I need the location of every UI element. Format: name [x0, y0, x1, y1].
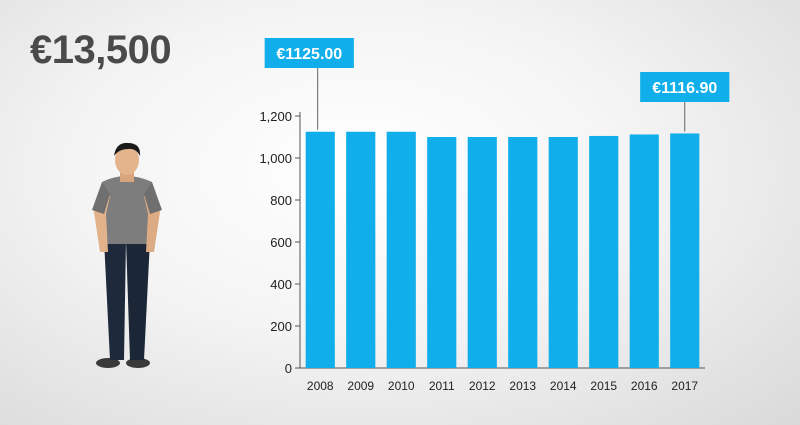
- x-tick-label: 2016: [631, 379, 658, 393]
- standing-man-icon: [92, 142, 162, 368]
- x-tick-label: 2013: [509, 379, 536, 393]
- bar: [589, 135, 619, 368]
- x-tick-label: 2011: [429, 379, 455, 393]
- x-tick-label: 2012: [469, 379, 496, 393]
- y-tick-label: 1,000: [259, 151, 292, 166]
- bar: [305, 131, 335, 368]
- bar: [427, 137, 457, 368]
- value-callouts: €1125.00 €1116.90: [264, 38, 730, 132]
- callout-box: [264, 38, 354, 68]
- x-tick-label: 2017: [671, 379, 698, 393]
- bar: [467, 137, 497, 368]
- y-tick-label: 600: [270, 235, 292, 250]
- y-tick-label: 1,200: [259, 109, 292, 124]
- x-tick-label: 2009: [347, 379, 374, 393]
- y-tick-label: 800: [270, 193, 292, 208]
- bar: [346, 131, 376, 368]
- x-tick-label: 2010: [388, 379, 415, 393]
- y-tick-label: 400: [270, 277, 292, 292]
- bar: [670, 133, 700, 368]
- chart-bars: [305, 131, 700, 368]
- callout-label: €1116.90: [652, 80, 717, 97]
- x-tick-label: 2008: [307, 379, 334, 393]
- bar: [548, 137, 578, 368]
- x-tick-label: 2014: [550, 379, 577, 393]
- callout-label: €1125.00: [276, 46, 342, 63]
- bar: [386, 131, 416, 368]
- x-tick-label: 2015: [590, 379, 617, 393]
- y-axis-labels: 0 200 400 600 800 1,000 1,200: [259, 109, 292, 376]
- y-tick-label: 200: [270, 319, 292, 334]
- y-tick-label: 0: [285, 361, 292, 376]
- x-axis-labels: 2008 2009 2010 2011 2012 2013 2014 2015 2016 2017: [307, 379, 699, 393]
- callout-box: [640, 72, 730, 102]
- bar: [508, 137, 538, 368]
- bar: [629, 134, 659, 368]
- headline-amount: €13,500: [30, 28, 172, 72]
